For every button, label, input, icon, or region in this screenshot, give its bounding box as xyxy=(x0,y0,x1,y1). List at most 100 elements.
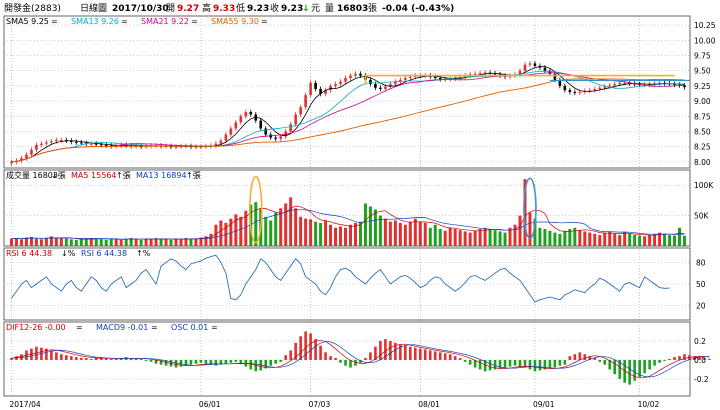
header-open: 9.27 xyxy=(177,4,199,14)
volume-bar xyxy=(458,230,462,246)
volume-bar xyxy=(638,235,642,246)
volume-bar xyxy=(443,230,447,246)
macd-osc-bar xyxy=(638,359,641,378)
macd-osc-bar xyxy=(289,350,292,360)
volume-bar xyxy=(134,239,138,246)
x-tick-label: 2017/04 xyxy=(9,400,40,409)
candle-body xyxy=(369,79,372,85)
volume-bar xyxy=(129,238,133,246)
macd-osc-bar xyxy=(189,359,193,365)
volume-bar xyxy=(24,237,28,246)
macd-osc-bar xyxy=(209,359,213,365)
macd-osc-bar xyxy=(583,354,587,360)
candle-body xyxy=(568,90,572,92)
volume-bar xyxy=(578,230,582,246)
macd-osc-bar xyxy=(543,359,547,370)
candle-body xyxy=(384,86,387,89)
macd-osc-bar xyxy=(483,359,487,372)
macd-osc-bar xyxy=(508,359,512,367)
volume-bar xyxy=(378,215,382,246)
volume-bar xyxy=(29,236,33,246)
volume-bar xyxy=(613,233,617,246)
macd-osc-bar xyxy=(493,359,497,370)
candle-body xyxy=(354,73,357,76)
macd-osc-bar xyxy=(523,359,527,368)
volume-bar xyxy=(608,231,612,246)
volume-bar xyxy=(358,221,362,246)
macd-osc-bar xyxy=(399,344,402,360)
volume-panel xyxy=(9,175,687,246)
macd-panel xyxy=(10,331,711,385)
macd-osc-bar xyxy=(598,359,602,362)
candle-body xyxy=(344,78,347,82)
macd-osc-bar xyxy=(538,359,542,371)
x-tick-label: 06/01 xyxy=(199,400,221,409)
candle-body xyxy=(314,82,317,89)
macd-osc-bar xyxy=(174,359,178,368)
volume-bar xyxy=(528,212,532,246)
macd-osc-bar xyxy=(359,359,362,363)
header-change: -0.04 (-0.43%) xyxy=(382,4,454,14)
volume-bar xyxy=(413,218,417,246)
macd-osc-bar xyxy=(453,356,457,360)
volume-bar xyxy=(274,212,278,246)
volume-bar xyxy=(9,238,13,246)
price-tick-label: 8.50 xyxy=(694,128,711,137)
candle-body xyxy=(20,158,23,161)
volume-bar xyxy=(39,239,43,246)
macd-osc-bar xyxy=(269,359,273,366)
legends: SMA5 9.25 = SMA13 9.26 = SMA21 9.22 = SMA55 9.… xyxy=(6,17,268,332)
candle-body xyxy=(60,140,63,142)
volume-bar xyxy=(553,232,557,246)
macd-osc-bar xyxy=(164,359,168,366)
candle-body xyxy=(573,92,577,93)
volume-bar xyxy=(673,235,677,246)
macd-osc-bar xyxy=(389,340,392,360)
volume-bar xyxy=(99,239,103,246)
volume-bar xyxy=(618,235,622,246)
x-tick-label: 09/01 xyxy=(533,400,555,409)
legend-price-2: SMA21 9.22 xyxy=(141,17,189,26)
volume-bar xyxy=(339,226,343,246)
candle-body xyxy=(379,87,382,89)
x-tick-label: 07/03 xyxy=(309,400,331,409)
candle-body xyxy=(613,84,617,86)
candle-body xyxy=(543,67,547,71)
macd-osc-bar xyxy=(404,345,407,360)
volume-bar xyxy=(164,239,168,246)
volume-bar xyxy=(264,216,268,246)
macd-osc-bar xyxy=(89,359,93,360)
macd-osc-bar xyxy=(384,339,387,360)
volume-bar xyxy=(149,239,153,246)
candle-body xyxy=(553,73,557,80)
candle-body xyxy=(309,82,312,96)
volume-bar xyxy=(79,239,83,246)
macd-osc-bar xyxy=(104,358,108,360)
macd-osc-bar xyxy=(364,358,367,360)
candle-body xyxy=(618,82,621,85)
candle-body xyxy=(324,90,327,94)
candle-body xyxy=(349,75,352,79)
sma55-line xyxy=(11,78,685,163)
volume-bar xyxy=(533,218,537,246)
volume-bar xyxy=(678,227,682,246)
volume-bar xyxy=(119,239,123,246)
legend-price-arrow-0: = xyxy=(51,17,58,26)
macd-osc-bar xyxy=(658,359,661,363)
macd-osc-bar xyxy=(194,359,198,364)
macd-osc-bar xyxy=(528,359,532,370)
candle-body xyxy=(598,87,602,89)
volume-bar xyxy=(463,231,467,246)
price-panel xyxy=(10,60,690,166)
candle-body xyxy=(174,146,178,148)
candle-body xyxy=(214,143,218,146)
legend-vol-arrow-1: ↑張 xyxy=(116,171,131,180)
candle-body xyxy=(239,116,243,123)
volume-bar xyxy=(334,227,338,246)
legend-macd-0: DIF12-26 -0.00 xyxy=(6,323,66,332)
candle-body xyxy=(294,114,297,125)
volume-bar xyxy=(643,236,647,246)
price-tick-label: 10.00 xyxy=(694,36,716,45)
volume-bar xyxy=(94,238,98,246)
legend-rsi-arrow-0: ↓% xyxy=(61,249,76,258)
